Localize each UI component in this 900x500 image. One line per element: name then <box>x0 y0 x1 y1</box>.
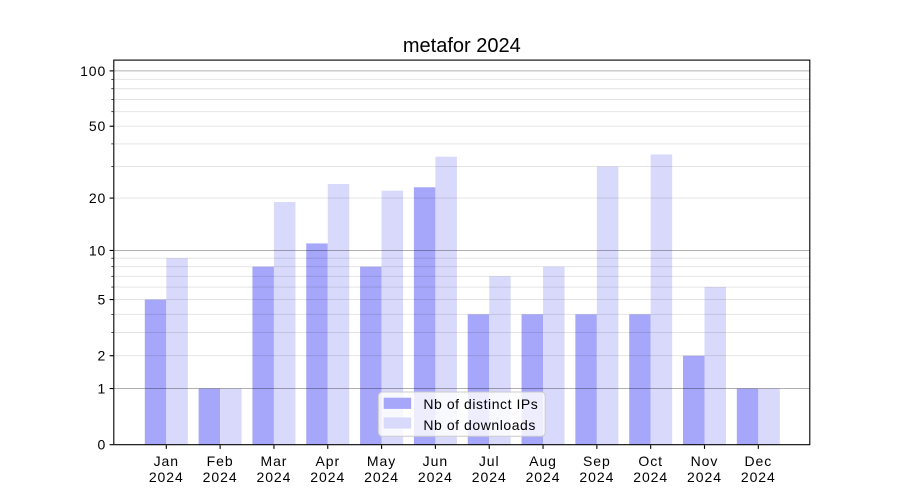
svg-text:0: 0 <box>98 437 107 453</box>
svg-text:Apr: Apr <box>315 453 340 469</box>
svg-text:50: 50 <box>89 118 106 134</box>
svg-text:2024: 2024 <box>579 469 614 485</box>
svg-text:2024: 2024 <box>256 469 291 485</box>
svg-text:metafor 2024: metafor 2024 <box>403 35 521 57</box>
svg-text:10: 10 <box>89 242 106 258</box>
svg-text:100: 100 <box>80 63 106 79</box>
svg-text:2024: 2024 <box>633 469 668 485</box>
svg-text:Jul: Jul <box>479 453 500 469</box>
svg-text:Jan: Jan <box>154 453 179 469</box>
svg-text:Dec: Dec <box>744 453 772 469</box>
svg-text:5: 5 <box>98 292 107 308</box>
svg-text:Jun: Jun <box>423 453 448 469</box>
svg-text:2024: 2024 <box>418 469 453 485</box>
svg-text:Aug: Aug <box>529 453 557 469</box>
svg-text:Nov: Nov <box>691 453 719 469</box>
svg-text:2024: 2024 <box>310 469 345 485</box>
svg-text:Feb: Feb <box>207 453 234 469</box>
svg-text:May: May <box>367 453 396 469</box>
svg-text:Sep: Sep <box>583 453 611 469</box>
svg-text:2024: 2024 <box>149 469 184 485</box>
svg-text:20: 20 <box>89 190 106 206</box>
svg-text:2: 2 <box>98 348 107 364</box>
svg-text:Nb of downloads: Nb of downloads <box>423 417 536 433</box>
svg-text:Nb of distinct IPs: Nb of distinct IPs <box>423 396 538 412</box>
svg-text:2024: 2024 <box>203 469 238 485</box>
svg-text:Mar: Mar <box>260 453 287 469</box>
svg-text:2024: 2024 <box>472 469 507 485</box>
svg-text:Oct: Oct <box>638 453 663 469</box>
svg-text:2024: 2024 <box>687 469 722 485</box>
svg-text:2024: 2024 <box>741 469 776 485</box>
svg-text:2024: 2024 <box>364 469 399 485</box>
svg-text:1: 1 <box>98 381 107 397</box>
svg-text:2024: 2024 <box>526 469 561 485</box>
